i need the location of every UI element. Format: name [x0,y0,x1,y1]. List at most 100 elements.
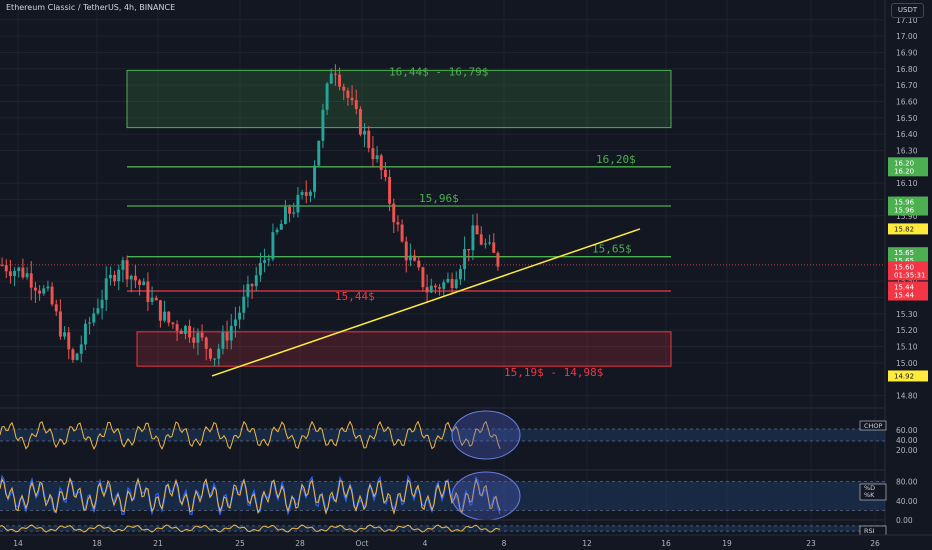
candle-body [300,192,304,195]
candle-body [354,100,358,110]
candle-body [171,322,175,325]
candle-body [100,299,104,309]
level-label: 16,20$ [596,153,636,166]
indicator-tick-label: 20.00 [896,446,918,455]
level-label: 15,65$ [592,243,632,256]
price-tick-label: 16.50 [896,114,918,123]
candle-body [188,325,192,338]
candle-body [442,282,446,289]
time-tick-label: 16 [661,539,671,548]
candle-body [17,267,21,271]
candle-body [388,176,392,204]
candle-body [421,267,425,288]
candle-body [258,262,262,276]
zone-label: 15,19$ - 14,98$ [504,366,603,379]
candle-body [71,349,75,360]
price-tick-label: 16.70 [896,81,918,90]
candle-body [125,260,129,280]
candle-body [183,325,187,334]
candle-body [146,281,150,302]
candle-body [325,83,329,110]
candle-body [175,324,179,331]
candle-body [346,90,350,98]
indicator-band [0,429,885,441]
highlight-circle [451,471,521,521]
candle-body [104,278,108,300]
candle-body [483,243,487,245]
candle-body [50,286,54,305]
candle-body [204,337,208,349]
candle-body [75,353,79,360]
candle-body [83,323,87,345]
candle-body [25,273,29,278]
price-tick-label: 16.90 [896,48,918,57]
price-tag [888,281,928,301]
price-tick-label: 15.30 [896,310,918,319]
candle-body [58,311,62,337]
price-tag-label: 16.20 [894,159,914,167]
candle-body [342,86,346,91]
candle-body [313,165,317,192]
candle-body [267,259,271,261]
candle-body [475,225,479,235]
candle-body [138,280,142,286]
candle-body [404,241,408,261]
candle-body [496,252,500,267]
time-tick-label: 26 [870,539,880,548]
candle-body [371,148,375,160]
candle-body [63,332,67,337]
price-tag-label: 15.44 [894,284,915,292]
indicator-name: %D [864,484,875,492]
candle-body [471,225,475,251]
candle-body [292,212,296,214]
candle-body [246,284,250,297]
candle-body [21,267,25,278]
price-tag [888,157,928,177]
time-tick-label: 12 [582,539,592,548]
time-tick-label: 23 [806,539,816,548]
price-tick-label: 16.60 [896,97,918,106]
candle-body [479,234,483,245]
time-tick-label: 18 [92,539,102,548]
candle-body [133,275,137,281]
candle-body [92,313,96,323]
trendline [211,228,641,377]
candle-body [321,109,325,141]
candle-body [88,322,92,324]
candle-body [213,358,217,360]
candle-body [450,279,454,289]
candle-body [158,300,162,321]
candle-body [454,279,458,289]
candle-body [129,275,133,280]
price-tick-label: 14.80 [896,392,918,401]
candle-body [458,269,462,280]
candle-body [46,286,50,289]
candle-body [271,232,275,260]
candle-body [417,260,421,268]
candle-body [279,223,283,230]
candle-body [29,273,33,288]
candle-body [200,332,204,338]
candle-body [308,191,312,196]
price-tick-label: 15.90 [896,212,918,221]
price-tick-label: 16.80 [896,65,918,74]
candle-body [425,287,429,293]
price-tick-label: 15.00 [896,359,918,368]
candle-body [42,288,46,294]
indicator-tick-label: 0.00 [896,516,913,525]
time-tick-label: 14 [13,539,23,548]
price-tag-label: 15.96 [894,199,915,207]
symbol-title: Ethereum Classic / TetherUS, 4h, BINANCE [6,3,176,12]
candle-body [263,260,267,263]
candle-body [242,296,246,313]
indicator-name-tag [859,483,887,501]
candle-body [79,344,83,354]
candle-body [167,311,171,323]
currency-button[interactable]: USDT [891,3,924,18]
candle-body [375,155,379,160]
candle-body [8,271,12,277]
candle-body [67,332,71,350]
indicator-band [0,525,885,532]
